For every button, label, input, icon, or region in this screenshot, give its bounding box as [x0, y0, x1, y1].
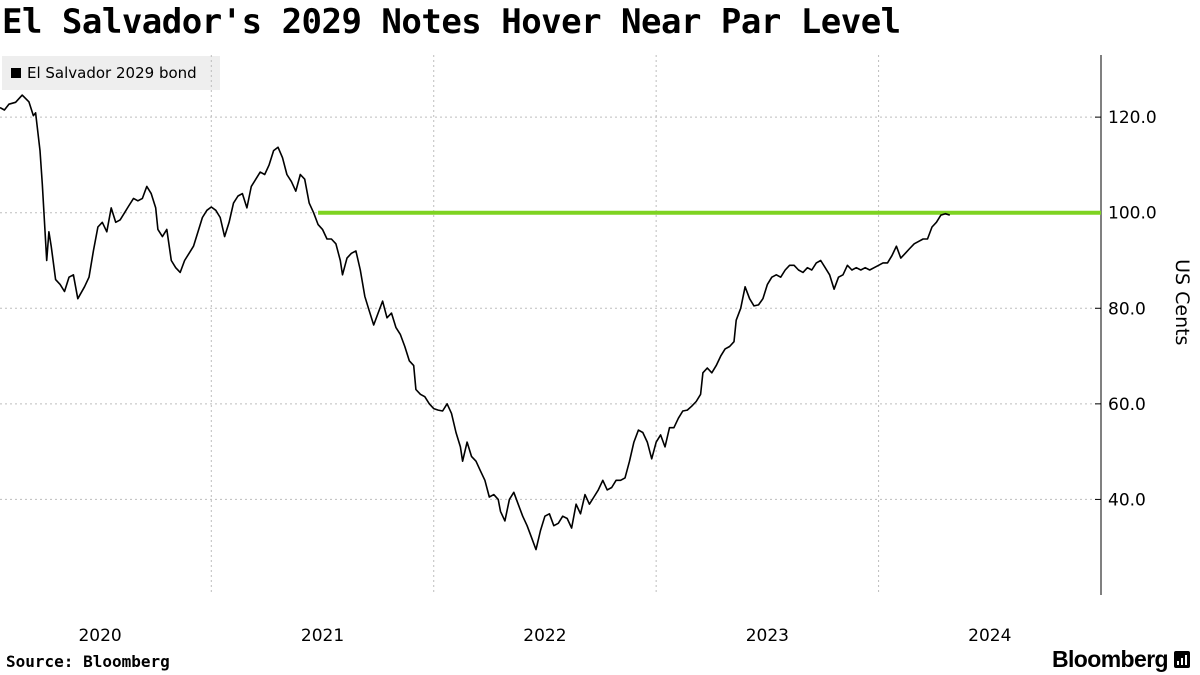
y-axis-title: US Cents	[1171, 259, 1193, 345]
y-tick-label: 120.0	[1108, 108, 1157, 128]
x-tick-label: 2023	[746, 626, 789, 646]
legend-label: El Salvador 2029 bond	[27, 64, 197, 82]
source-note: Source: Bloomberg	[6, 652, 170, 671]
legend-swatch	[11, 68, 21, 78]
x-tick-label: 2024	[968, 626, 1011, 646]
y-tick-label: 100.0	[1108, 204, 1157, 224]
x-tick-label: 2020	[78, 626, 121, 646]
y-tick-label: 60.0	[1108, 395, 1146, 415]
series-line-el-salvador-2029	[0, 94, 951, 551]
x-tick-label: 2021	[301, 626, 344, 646]
y-tick-label: 80.0	[1108, 299, 1146, 319]
brand-text: Bloomberg	[1052, 646, 1169, 672]
bar-chart-icon	[1174, 651, 1190, 668]
y-tick-label: 40.0	[1108, 490, 1146, 510]
legend: El Salvador 2029 bond	[2, 56, 220, 90]
brand-logo: Bloomberg	[1052, 646, 1190, 673]
chart-title: El Salvador's 2029 Notes Hover Near Par …	[2, 2, 901, 42]
x-tick-label: 2022	[523, 626, 566, 646]
